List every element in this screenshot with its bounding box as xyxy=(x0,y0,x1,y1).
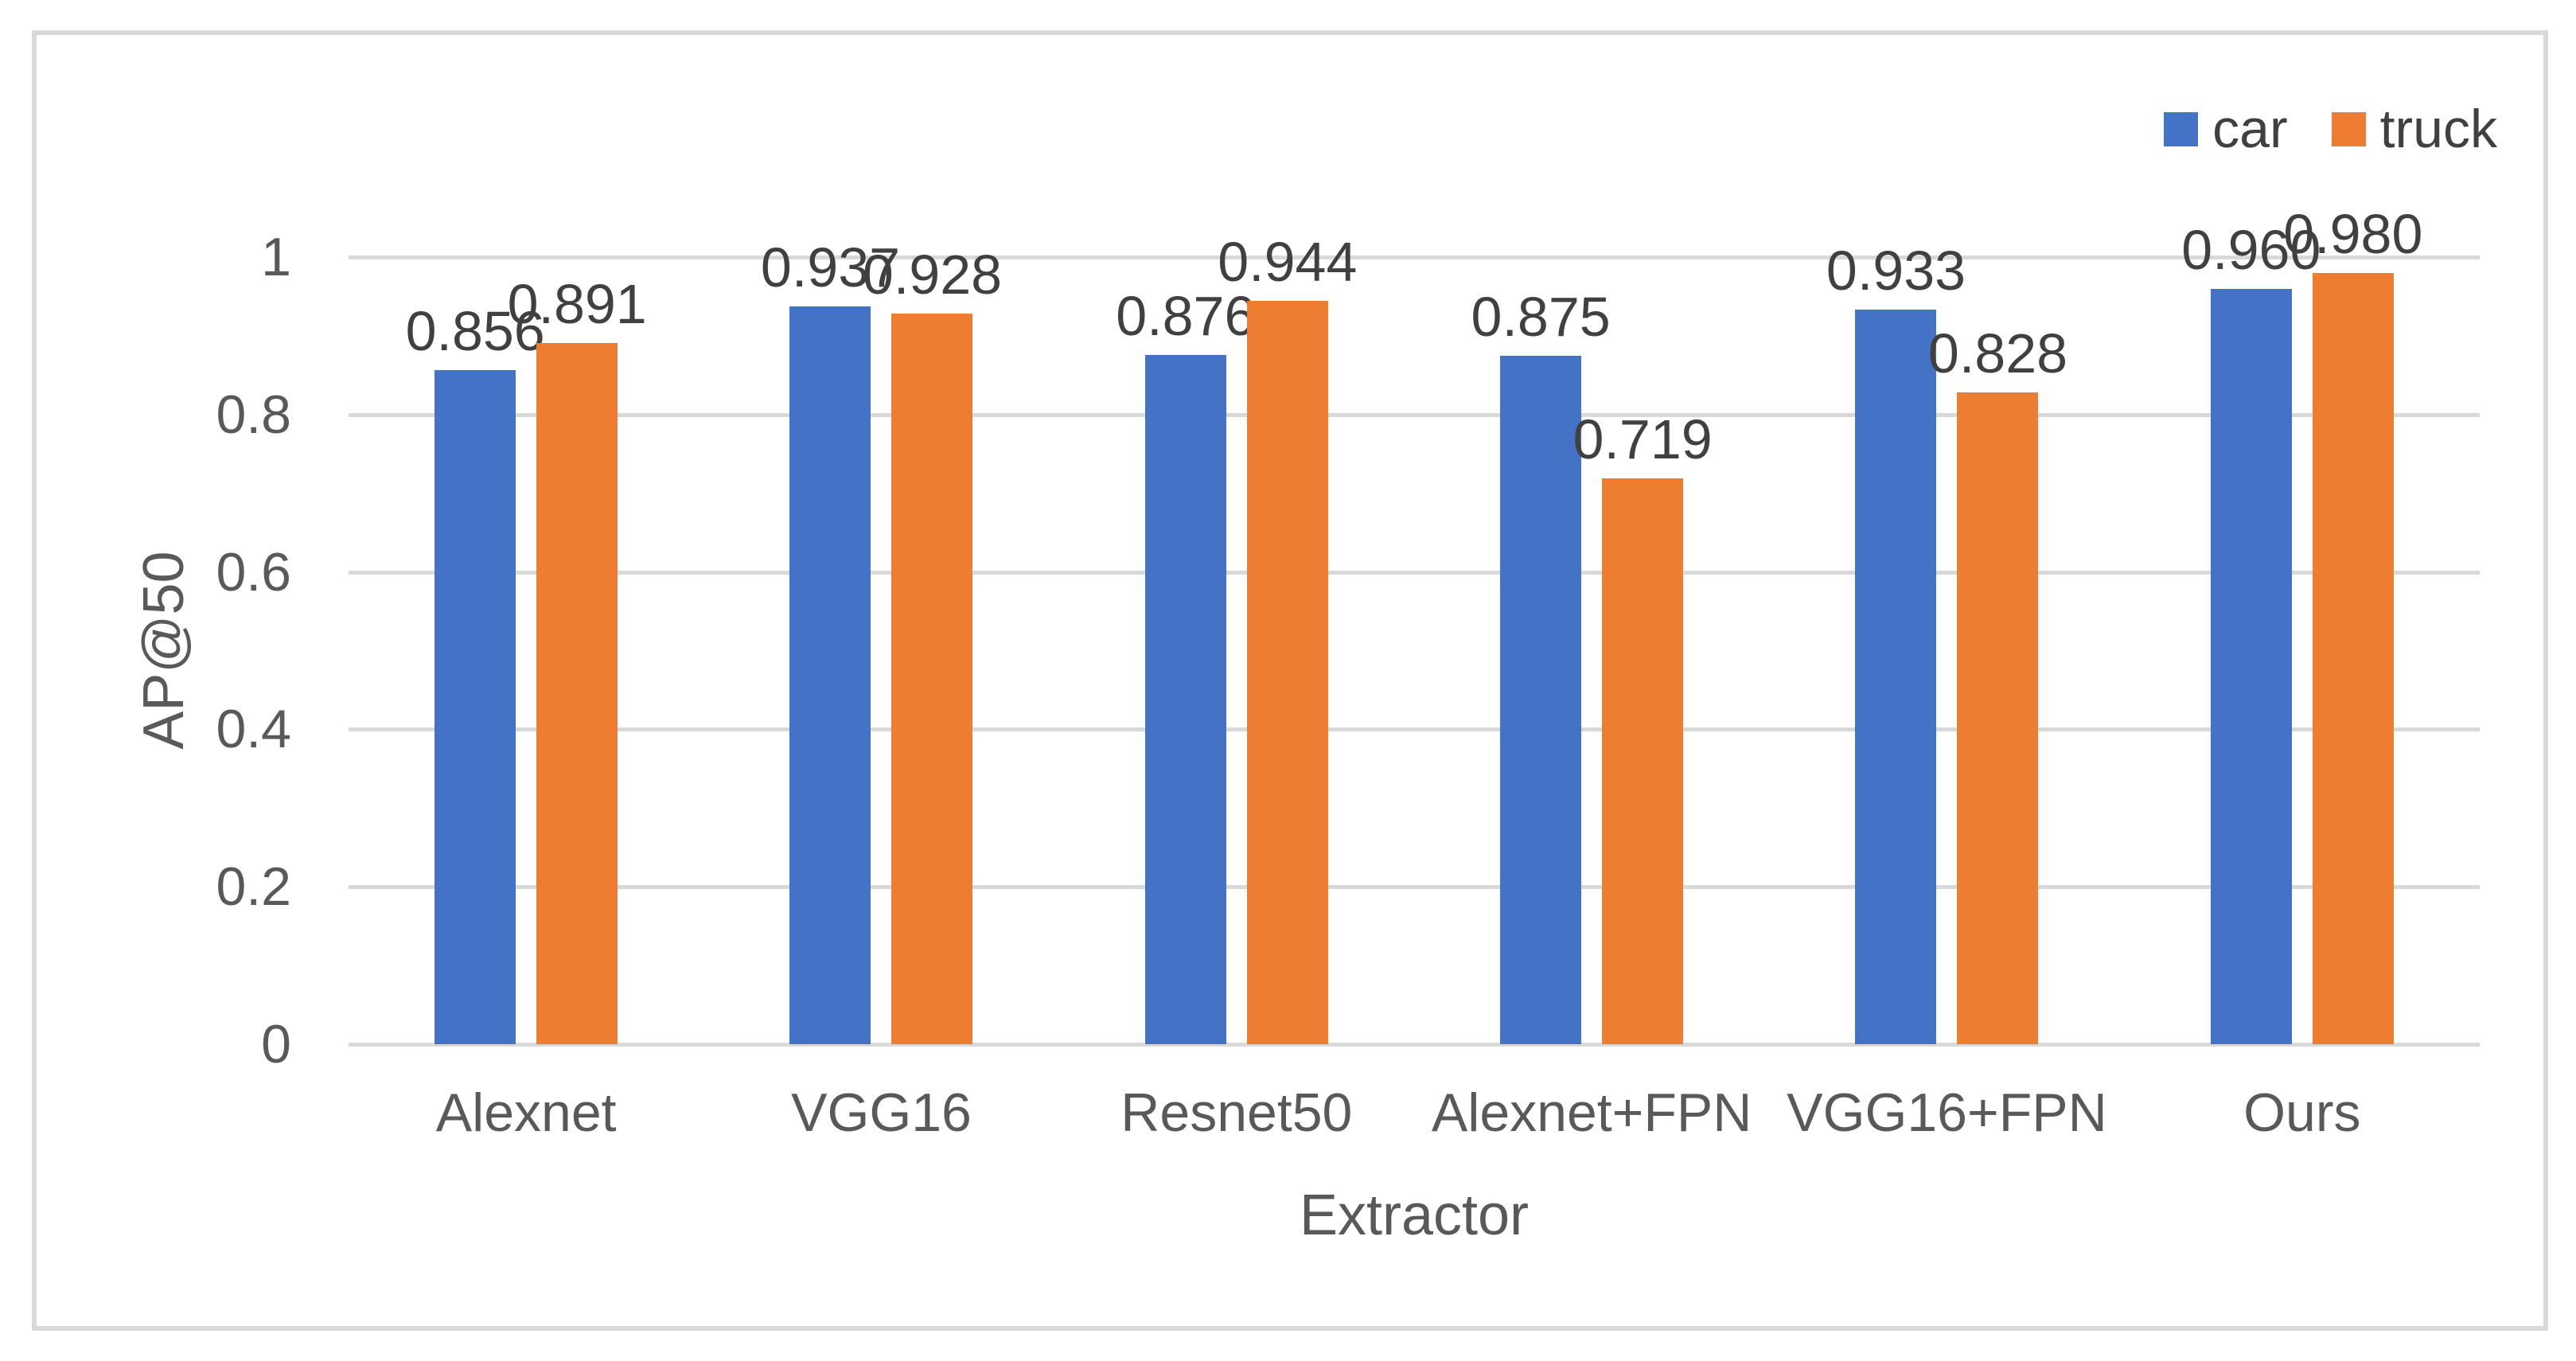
bar-car-VGG16: 0.937 xyxy=(761,240,900,1044)
data-label-car-Ours: 0.960 xyxy=(2181,218,2321,281)
x-category-label-VGG16+FPN: VGG16+FPN xyxy=(1787,1082,2107,1143)
legend-item-truck: truck xyxy=(2331,99,2497,159)
x-axis-title: Extractor xyxy=(1299,1184,1530,1247)
y-tick-label-0.2: 0.2 xyxy=(216,856,291,918)
bar-car-Resnet50: 0.876 xyxy=(1116,288,1255,1044)
data-label-truck-Resnet50: 0.944 xyxy=(1218,231,1358,294)
category-column-VGG16: 0.937 0.928 VGG16 xyxy=(703,240,1058,1140)
y-tick-label-0.4: 0.4 xyxy=(216,699,291,760)
x-category-label-Alexnet+FPN: Alexnet+FPN xyxy=(1431,1082,1752,1143)
bar-pair-Alexnet+FPN: 0.875 0.719 xyxy=(1471,289,1713,1044)
data-label-car-VGG16: 0.937 xyxy=(760,236,901,299)
plot-area: 0.856 0.891 Alexnet 0.937 0.928 VGG16 0.876 0.9… xyxy=(349,206,2480,1140)
x-category-label-VGG16: VGG16 xyxy=(791,1082,972,1143)
bar-pair-Resnet50: 0.876 0.944 xyxy=(1116,234,1357,1044)
y-tick-label-0.6: 0.6 xyxy=(216,541,291,603)
bar-truck-Alexnet+FPN: 0.719 xyxy=(1573,411,1713,1044)
gridline-y-0.2 xyxy=(349,885,2480,890)
data-label-car-VGG16+FPN: 0.933 xyxy=(1826,240,1966,302)
category-column-VGG16+FPN: 0.933 0.828 VGG16+FPN xyxy=(1769,243,2124,1140)
bar-pair-VGG16: 0.937 0.928 xyxy=(761,240,1002,1044)
bar-pair-Ours: 0.960 0.980 xyxy=(2181,206,2422,1044)
data-label-truck-Alexnet: 0.891 xyxy=(507,272,647,335)
gridline-y-0.4 xyxy=(349,727,2480,732)
gridline-y-0 xyxy=(349,1043,2480,1047)
y-tick-label-0.8: 0.8 xyxy=(216,384,291,445)
legend: car truck xyxy=(2164,102,2497,156)
category-column-Alexnet+FPN: 0.875 0.719 Alexnet+FPN xyxy=(1414,257,1769,1140)
category-column-Ours: 0.960 0.980 Ours xyxy=(2125,206,2480,1140)
bar-car-VGG16+FPN: 0.933 xyxy=(1826,243,1966,1044)
data-label-truck-VGG16+FPN: 0.828 xyxy=(1927,322,2068,385)
legend-label-car: car xyxy=(2212,99,2288,159)
legend-label-truck: truck xyxy=(2379,99,2497,159)
x-category-label-Alexnet: Alexnet xyxy=(435,1082,617,1143)
legend-item-car: car xyxy=(2164,99,2288,159)
data-label-truck-Ours: 0.980 xyxy=(2283,202,2423,265)
gridline-y-0.8 xyxy=(349,412,2480,417)
bar-truck-Alexnet: 0.891 xyxy=(508,276,647,1044)
y-tick-label-1: 1 xyxy=(261,227,291,287)
data-label-car-Alexnet+FPN: 0.875 xyxy=(1471,285,1611,348)
legend-swatch-icon xyxy=(2164,111,2199,146)
bar-car-Alexnet+FPN: 0.875 xyxy=(1471,289,1611,1044)
bar-car-Ours: 0.960 xyxy=(2181,222,2321,1044)
category-column-Alexnet: 0.856 0.891 Alexnet xyxy=(349,257,703,1140)
data-label-car-Alexnet: 0.856 xyxy=(405,300,545,363)
bar-columns: 0.856 0.891 Alexnet 0.937 0.928 VGG16 0.876 0.9… xyxy=(349,206,2480,1140)
data-label-truck-Alexnet+FPN: 0.719 xyxy=(1572,408,1713,470)
bar-pair-Alexnet: 0.856 0.891 xyxy=(406,276,647,1044)
legend-swatch-icon xyxy=(2331,111,2366,146)
bar-truck-Resnet50: 0.944 xyxy=(1218,234,1357,1044)
bar-truck-VGG16: 0.928 xyxy=(863,247,1002,1044)
x-category-label-Resnet50: Resnet50 xyxy=(1120,1082,1353,1143)
chart-figure: car truck AP@50 0 0.2 0.4 0.6 0.8 1 0.856 0.891… xyxy=(32,30,2548,1331)
gridline-y-0.6 xyxy=(349,570,2480,575)
bar-truck-Ours: 0.980 xyxy=(2283,206,2422,1044)
bar-truck-VGG16+FPN: 0.828 xyxy=(1928,326,2067,1044)
x-category-label-Ours: Ours xyxy=(2243,1082,2361,1143)
y-tick-label-0: 0 xyxy=(261,1014,291,1074)
data-label-car-Resnet50: 0.876 xyxy=(1116,284,1256,347)
gridline-y-1 xyxy=(349,255,2480,259)
data-label-truck-VGG16: 0.928 xyxy=(862,244,1003,306)
bar-pair-VGG16+FPN: 0.933 0.828 xyxy=(1826,243,2067,1044)
bar-car-Alexnet: 0.856 xyxy=(406,303,545,1044)
category-column-Resnet50: 0.876 0.944 Resnet50 xyxy=(1059,234,1414,1140)
